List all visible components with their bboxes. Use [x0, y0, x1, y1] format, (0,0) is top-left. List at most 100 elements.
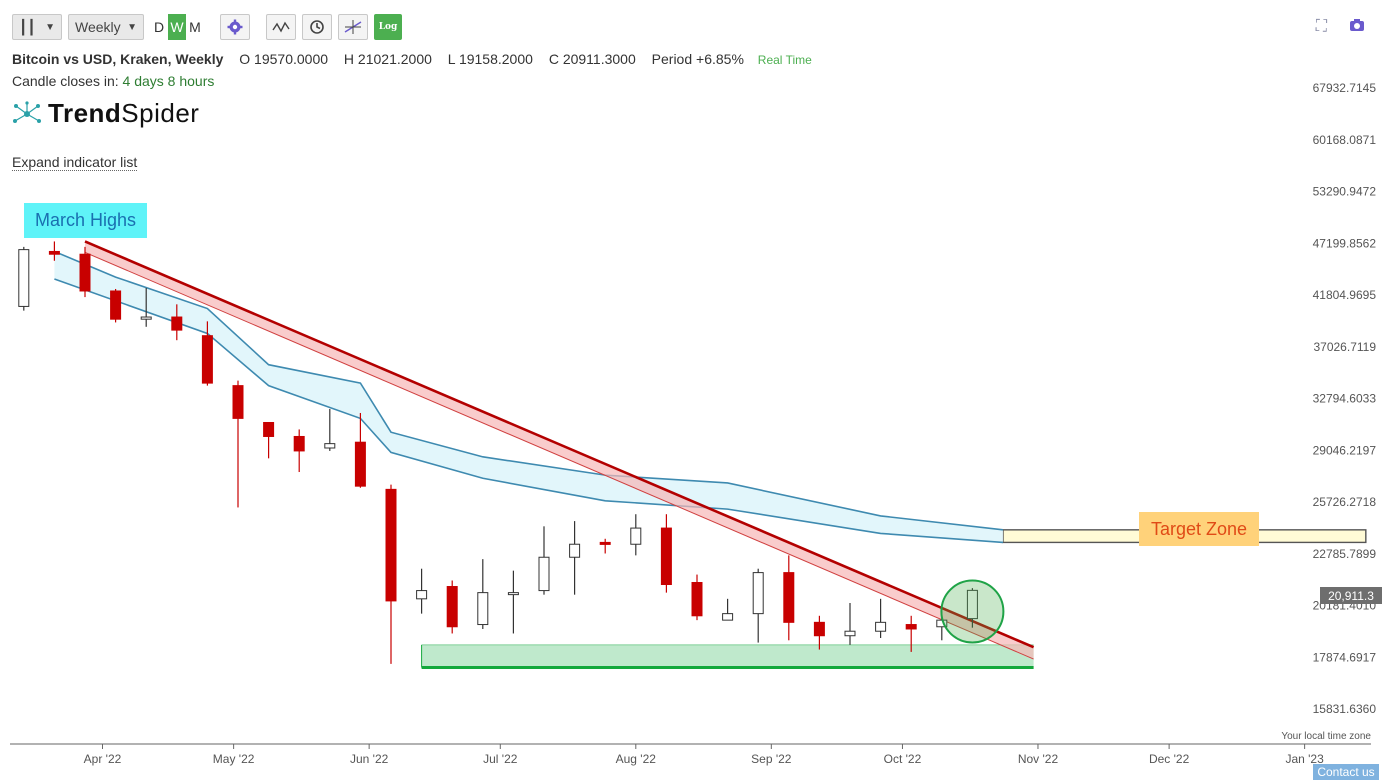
candle-body: [79, 253, 91, 292]
candle-body: [110, 290, 122, 320]
candle: [905, 615, 917, 652]
candle-body: [201, 335, 213, 384]
chevron-down-icon: ▼: [127, 21, 137, 33]
candle: [79, 246, 91, 298]
realtime-badge: Real Time: [757, 53, 812, 67]
candle: [232, 380, 244, 508]
clock-icon: [310, 20, 324, 34]
expand-indicator-list-link[interactable]: Expand indicator list: [12, 154, 138, 171]
candle: [844, 603, 856, 645]
close-label: C: [548, 51, 559, 67]
candle: [722, 598, 734, 621]
support-zone: [421, 644, 1034, 668]
candle-body: [416, 590, 428, 600]
candle-body: [263, 421, 275, 437]
current-price-label: 20,911.3: [1320, 587, 1382, 604]
x-tick-label: May '22: [213, 752, 255, 766]
high-value: 21021.2000: [357, 51, 432, 67]
x-tick-label: Sep '22: [751, 752, 792, 766]
candle: [263, 421, 275, 459]
timeframe-weekly[interactable]: W: [168, 14, 186, 40]
candle-body: [140, 316, 152, 320]
low-label: L: [447, 51, 456, 67]
candle-body: [752, 572, 764, 615]
trend-channel-upper-line: [84, 240, 1035, 649]
candle: [875, 598, 887, 639]
candles-icon: ┃┃: [19, 18, 36, 35]
x-tick-label: Dec '22: [1149, 752, 1190, 766]
candle: [813, 615, 825, 650]
candle-body: [232, 385, 244, 419]
settings-button[interactable]: [220, 14, 250, 40]
candle: [691, 574, 703, 621]
candle-body: [324, 443, 336, 449]
indicators-button[interactable]: [266, 14, 296, 40]
x-tick-label: Oct '22: [884, 752, 922, 766]
y-tick-label: 67932.7145: [1313, 81, 1377, 95]
timezone-label[interactable]: Your local time zone: [1281, 731, 1371, 742]
candle: [783, 555, 795, 641]
x-tick-label: Jan '23: [1285, 752, 1324, 766]
target-zone-label: Target Zone: [1139, 512, 1259, 546]
candle-closes-value: 4 days 8 hours: [122, 73, 215, 89]
logo-text: TrendSpider: [48, 98, 200, 128]
timeframe-daily[interactable]: D: [153, 19, 165, 35]
candle: [630, 514, 642, 556]
timeframe-monthly[interactable]: M: [189, 19, 201, 35]
gear-icon: [227, 19, 243, 35]
candle-body: [446, 586, 458, 628]
x-tick-label: Jul '22: [483, 752, 518, 766]
candle-body: [783, 572, 795, 623]
candle: [569, 521, 581, 595]
y-tick-label: 47199.8562: [1313, 236, 1377, 250]
close-value: 20911.3000: [562, 51, 636, 67]
wave-icon: [272, 21, 290, 33]
drawing-tool-button[interactable]: [338, 14, 368, 40]
candle-body: [630, 527, 642, 545]
log-scale-button[interactable]: Log: [374, 14, 402, 40]
trend-channel-fill: [85, 241, 1034, 660]
candle-body: [905, 624, 917, 630]
candle: [446, 580, 458, 634]
ma-cloud-upper-line: [54, 250, 1004, 531]
y-tick-label: 53290.9472: [1313, 185, 1377, 199]
y-tick-label: 29046.2197: [1313, 443, 1377, 457]
candle-body: [844, 630, 856, 637]
candle: [385, 484, 397, 664]
chart-type-button[interactable]: ┃┃ ▼: [12, 14, 62, 40]
contact-us-button[interactable]: Contact us: [1313, 764, 1379, 780]
y-tick-label: 15831.6360: [1313, 702, 1377, 716]
y-tick-label: 60168.0871: [1313, 133, 1377, 147]
x-tick-label: Jun '22: [350, 752, 389, 766]
period-value: +6.85%: [696, 51, 744, 67]
y-tick-label: 37026.7119: [1313, 340, 1376, 354]
y-tick-label: 17874.6917: [1313, 650, 1377, 664]
y-tick-label: 25726.2718: [1313, 495, 1377, 509]
interval-select[interactable]: Weekly ▼: [68, 14, 144, 40]
candle-body: [875, 621, 887, 632]
camera-icon[interactable]: [1349, 18, 1365, 37]
candle-closes-label: Candle closes in:: [12, 73, 119, 89]
candle-body: [569, 543, 581, 558]
candle-body: [385, 488, 397, 602]
x-tick-label: Apr '22: [84, 752, 122, 766]
replay-button[interactable]: [302, 14, 332, 40]
candle: [48, 241, 60, 261]
candle-closes: Candle closes in: 4 days 8 hours: [12, 73, 214, 89]
candle: [140, 287, 152, 327]
candle: [966, 588, 978, 628]
candle: [477, 559, 489, 629]
spider-icon: [13, 100, 41, 123]
timeframe-group: D W M: [150, 14, 204, 40]
fullscreen-icon[interactable]: ⛶: [1315, 18, 1327, 35]
candle-body: [477, 592, 489, 626]
candle: [416, 568, 428, 614]
ma-cloud-fill: [54, 251, 1003, 543]
interval-select-label: Weekly: [75, 19, 121, 35]
current-candle-highlight: [940, 579, 1005, 644]
candle-body: [966, 589, 978, 620]
low-value: 19158.2000: [458, 51, 533, 67]
candle-body: [813, 621, 825, 637]
